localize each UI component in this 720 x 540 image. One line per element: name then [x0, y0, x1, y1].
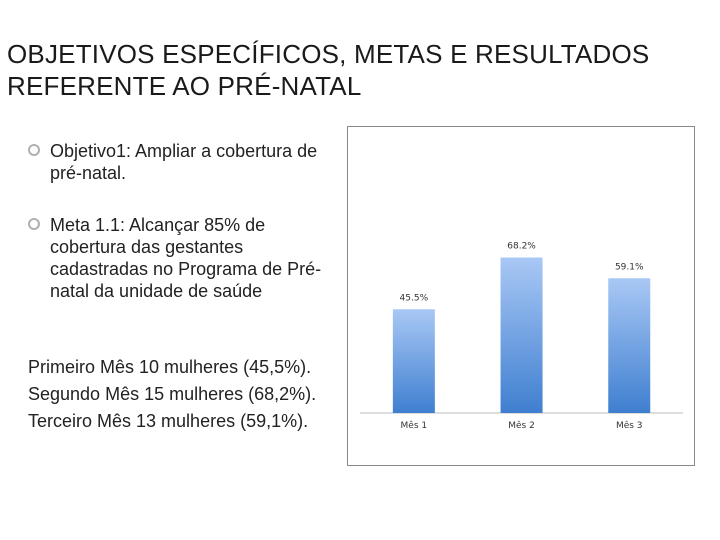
- data-label-3: 59.1%: [615, 262, 644, 272]
- data-label-1: 45.5%: [400, 293, 429, 303]
- results-text: Primeiro Mês 10 mulheres (45,5%). Segund…: [28, 356, 348, 437]
- bullet-objective: Objetivo1: Ampliar a cobertura de pré-na…: [28, 140, 338, 184]
- bullet-circle-icon: [28, 218, 40, 230]
- data-label-2: 68.2%: [507, 242, 536, 252]
- x-tick-label-1: Mês 1: [401, 420, 428, 431]
- bar-chart: 45.5% Mês 1 68.2% Mês 2 59.1% Mês 3: [360, 242, 683, 431]
- x-tick-label-3: Mês 3: [616, 420, 643, 431]
- slide-title-line-2: REFERENTE AO PRÉ-NATAL: [7, 71, 362, 101]
- result-month-2: Segundo Mês 15 mulheres (68,2%).: [28, 384, 317, 404]
- slide-title-line-1: OBJETIVOS ESPECÍFICOS, METAS E RESULTADO…: [7, 39, 650, 69]
- bullet-objective-text: Objetivo1: Ampliar a cobertura de pré-na…: [50, 141, 318, 183]
- bar-2: [500, 257, 543, 413]
- bar-3: [608, 278, 651, 413]
- x-tick-label-2: Mês 2: [508, 420, 535, 431]
- slide-title: OBJETIVOS ESPECÍFICOS, METAS E RESULTADO…: [7, 38, 707, 102]
- bullet-circle-icon: [28, 144, 40, 156]
- result-month-1: Primeiro Mês 10 mulheres (45,5%).: [28, 357, 312, 377]
- bullet-list: Objetivo1: Ampliar a cobertura de pré-na…: [28, 140, 338, 332]
- chart-frame: 45.5% Mês 1 68.2% Mês 2 59.1% Mês 3: [347, 126, 695, 466]
- bullet-goal: Meta 1.1: Alcançar 85% de cobertura das …: [28, 214, 338, 302]
- result-month-3: Terceiro Mês 13 mulheres (59,1%).: [28, 411, 309, 431]
- bullet-goal-text: Meta 1.1: Alcançar 85% de cobertura das …: [50, 215, 322, 301]
- bar-1: [392, 309, 435, 413]
